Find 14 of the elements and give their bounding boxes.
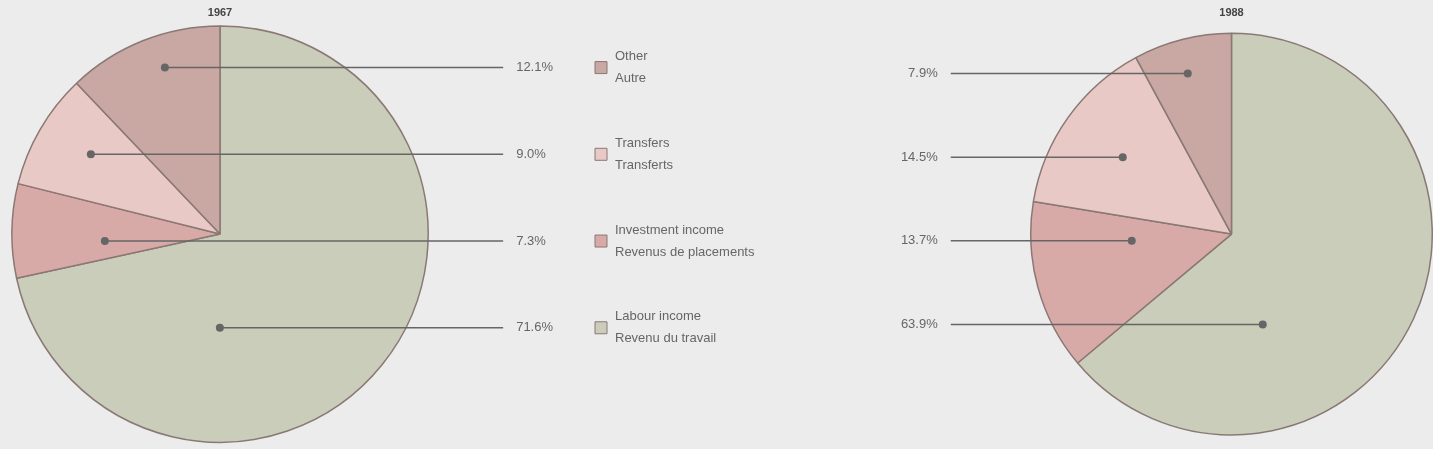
data-label: 71.6% (516, 319, 554, 335)
legend-label: Other Autre (615, 48, 649, 86)
data-label: 12.1% (516, 59, 554, 75)
legend-label: Investment income Revenus de placements (615, 221, 755, 259)
data-label: 9.0% (516, 145, 547, 161)
data-label: 14.5% (900, 148, 939, 164)
data-label: 7.3% (516, 232, 547, 248)
chart-title: 1967 (207, 5, 233, 18)
data-label: 13.7% (900, 232, 939, 248)
legend-label: Transfers Transferts (615, 134, 674, 172)
data-label: 7.9% (908, 65, 939, 81)
legend-label: Labour income Revenu du travail (615, 308, 717, 346)
data-label: 63.9% (900, 316, 939, 332)
chart-title: 1988 (1219, 5, 1244, 18)
